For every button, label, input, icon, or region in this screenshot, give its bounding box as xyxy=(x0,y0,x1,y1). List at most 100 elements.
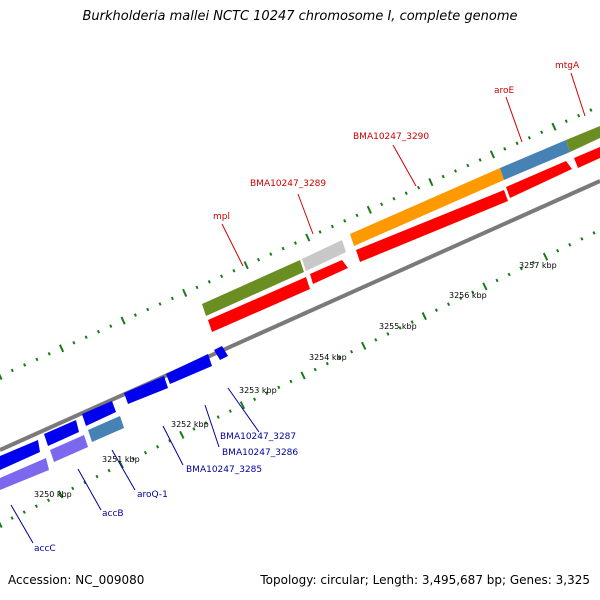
gene-label-bma10247-3290[interactable]: BMA10247_3290 xyxy=(353,132,429,142)
scale-tick xyxy=(46,498,51,503)
cog-segment-aroQ[interactable] xyxy=(88,416,124,442)
gene-label-accB[interactable]: accB xyxy=(102,509,124,519)
scale-tick xyxy=(269,252,273,256)
reverse-cds-track xyxy=(0,346,228,470)
gene-label-bma10247-3286[interactable]: BMA10247_3286 xyxy=(222,448,298,458)
cds-mpl[interactable] xyxy=(208,277,310,332)
scale-tick xyxy=(313,367,317,372)
scale-tick xyxy=(417,185,421,190)
scale-tick xyxy=(343,219,347,223)
cog-band-outer xyxy=(202,126,600,316)
scale-tick xyxy=(133,313,137,317)
cds-accB[interactable] xyxy=(44,420,79,446)
cds-accC[interactable] xyxy=(0,440,40,470)
scale-tick xyxy=(232,268,236,273)
cog-segment-mtgA[interactable] xyxy=(566,126,600,152)
scale-tick xyxy=(300,371,306,380)
cds-aroE[interactable] xyxy=(506,161,572,198)
cog-segment-3290[interactable] xyxy=(350,168,504,246)
scale-tick xyxy=(120,316,126,325)
scale-tick xyxy=(216,415,220,419)
scale-tick xyxy=(10,516,14,520)
gene-label-mpl[interactable]: mpl xyxy=(213,212,230,222)
scale-tick xyxy=(580,237,584,241)
scale-tick xyxy=(107,468,111,473)
cds-3286[interactable] xyxy=(166,354,212,384)
scale-tick xyxy=(482,282,488,291)
scale-tick xyxy=(434,308,438,312)
scale-tick xyxy=(146,307,150,312)
scale-tick xyxy=(551,122,557,131)
scale-tick xyxy=(95,474,99,479)
gene-label-aroQ-1[interactable]: aroQ-1 xyxy=(137,490,168,500)
gene-label-aroE[interactable]: aroE xyxy=(494,86,515,96)
scale-tick xyxy=(57,490,64,499)
gene-label-bma10247-3289[interactable]: BMA10247_3289 xyxy=(250,179,326,189)
scale-tick xyxy=(305,233,311,242)
gene-label-bma10247-3287[interactable]: BMA10247_3287 xyxy=(220,432,296,442)
scale-tick xyxy=(589,108,593,112)
cds-3289[interactable] xyxy=(310,260,348,284)
scale-tick xyxy=(527,136,531,140)
leader-lines xyxy=(10,72,586,544)
scale-tick xyxy=(386,332,390,336)
scale-tick xyxy=(466,163,470,168)
scale-tick xyxy=(143,450,148,455)
cog-segment-mpl[interactable] xyxy=(202,260,304,316)
scale-tick xyxy=(471,290,475,295)
cds-3285[interactable] xyxy=(124,376,168,404)
scale-tick xyxy=(131,456,135,461)
gene-label-mtgA[interactable]: mtgA xyxy=(555,61,580,71)
scale-tick xyxy=(515,141,519,146)
cog-segment-accC[interactable] xyxy=(0,458,49,490)
scale-tick xyxy=(0,373,3,381)
cog-segment-3289[interactable] xyxy=(302,240,346,271)
scale-tick xyxy=(380,202,384,207)
scale-tick xyxy=(398,326,402,330)
scale-label-3253: 3253 kbp xyxy=(239,386,277,395)
scale-tick xyxy=(265,391,269,396)
scale-tick xyxy=(204,421,208,425)
scale-tick xyxy=(495,278,499,283)
scale-tick xyxy=(392,196,396,201)
scale-tick xyxy=(289,379,293,384)
accession-text: Accession: NC_009080 xyxy=(8,573,145,587)
scale-tick xyxy=(156,444,160,449)
scale-tick xyxy=(446,302,451,306)
scale-tick xyxy=(519,266,523,271)
scale-tick xyxy=(410,320,414,324)
scale-tick xyxy=(239,401,246,410)
scale-tick xyxy=(84,335,88,339)
scale-tick xyxy=(478,158,482,162)
scale-tick xyxy=(72,340,76,345)
scale-label-3254: 3254 kbp xyxy=(309,353,347,362)
genome-summary: Topology: circular; Length: 3,495,687 bp… xyxy=(260,573,590,587)
scale-tick xyxy=(118,460,124,469)
scale-label-3256: 3256 kbp xyxy=(449,291,487,300)
gene-label-accC[interactable]: accC xyxy=(34,544,56,554)
scale-tick xyxy=(71,486,75,491)
scale-tick xyxy=(531,260,535,265)
scale-tick xyxy=(503,147,507,151)
scale-tick xyxy=(34,504,38,508)
scale-tick xyxy=(592,231,596,235)
scale-tick xyxy=(577,113,581,118)
cds-aroQ-1[interactable] xyxy=(82,401,116,426)
scale-tick xyxy=(96,329,101,334)
cog-segment-aroE[interactable] xyxy=(500,140,570,180)
scale-tick xyxy=(337,355,341,360)
scale-tick xyxy=(281,246,285,251)
cds-3287[interactable] xyxy=(214,346,228,360)
scale-tick xyxy=(542,252,549,261)
cog-segment-accB[interactable] xyxy=(50,435,88,462)
scale-tick xyxy=(220,274,224,279)
scale-tick xyxy=(293,241,297,245)
scale-tick xyxy=(168,439,172,443)
scale-tick xyxy=(564,119,568,123)
gene-label-bma10247-3285[interactable]: BMA10247_3285 xyxy=(186,465,262,475)
forward-cds-track xyxy=(208,147,600,332)
cds-mtgA[interactable] xyxy=(574,147,600,168)
scale-tick xyxy=(22,510,26,514)
cds-3290[interactable] xyxy=(356,190,508,262)
